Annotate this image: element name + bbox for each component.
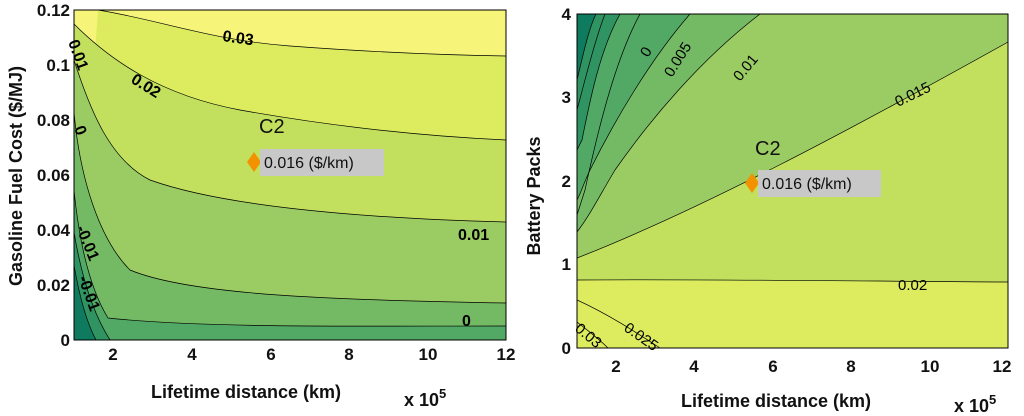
right-contour-line [577, 14, 597, 81]
right-contour-line [577, 14, 691, 201]
left-x-multiplier-base: x 10 [404, 390, 439, 410]
right-region-0 [577, 14, 620, 150]
left-y-tick: 0.02 [37, 276, 70, 295]
left-contour-label: 0 [462, 313, 471, 330]
right-contour-line [577, 299, 661, 348]
left-y-tick: 0.12 [37, 1, 70, 20]
left-y-ticks: 0 0.02 0.04 0.06 0.08 0.1 0.12 [37, 1, 71, 350]
right-contour-label: 0.02 [898, 277, 927, 294]
left-contour-plot: 0.03 0.02 0.01 0 -0.01 0.01 0 -0.01 C2 0… [6, 1, 515, 410]
left-contour-line [74, 231, 111, 340]
right-x-multiplier: x 105 [954, 392, 996, 416]
right-x-tick: 6 [768, 357, 777, 376]
right-contour-line [577, 14, 621, 151]
right-plot-frame [576, 13, 1009, 349]
left-contour-line [97, 10, 506, 57]
right-contour-plot: 0 0.005 0.01 0.015 0.02 0.025 0.03 C2 0.… [524, 5, 1011, 416]
left-y-tick: 0.06 [37, 166, 70, 185]
right-region-0.025 [577, 280, 1008, 348]
left-y-tick: 0.1 [46, 56, 70, 75]
left-x-multiplier: x 105 [404, 386, 446, 410]
right-y-ticks: 0 1 2 3 4 [562, 5, 572, 358]
left-contour-label: 0.03 [221, 28, 254, 49]
left-contour-line [74, 59, 506, 223]
right-contour-line [577, 321, 609, 348]
left-plot-frame [73, 9, 507, 341]
right-point-label: 0.016 ($/km) [762, 176, 852, 193]
left-x-tick: 2 [108, 345, 117, 364]
right-x-ticks: 2 4 6 8 10 12 [611, 357, 1011, 376]
left-region-0 [74, 190, 506, 340]
right-contour-line [577, 14, 606, 111]
right-y-tick: 1 [562, 255, 571, 274]
left-point-marker[interactable] [247, 152, 261, 172]
right-point-marker[interactable] [745, 173, 759, 193]
left-contour-line [74, 111, 506, 304]
right-x-tick: 2 [611, 357, 620, 376]
right-contour-line [577, 14, 761, 233]
left-x-axis-label: Lifetime distance (km) [151, 382, 341, 402]
left-x-tick: 8 [344, 345, 353, 364]
right-x-tick: 12 [993, 357, 1012, 376]
left-point-label: 0.016 ($/km) [264, 155, 354, 172]
left-contour-line [74, 264, 97, 340]
left-x-tick: 4 [187, 345, 197, 364]
right-x-tick: 4 [689, 357, 699, 376]
left-x-multiplier-exp: 5 [439, 386, 446, 401]
left-contour-line [74, 23, 506, 141]
right-contour-line [577, 14, 641, 216]
right-contour-lines [577, 14, 1008, 348]
right-point-label-bg [758, 170, 881, 197]
left-x-ticks: 2 4 6 8 10 12 [108, 345, 515, 364]
left-x-tick: 10 [419, 345, 438, 364]
left-x-tick: 6 [266, 345, 275, 364]
left-contour-label: 0.01 [458, 227, 489, 244]
left-y-tick: 0.04 [37, 221, 71, 240]
right-x-multiplier-exp: 5 [989, 392, 996, 407]
left-contour-line [74, 189, 506, 327]
right-contour-line [577, 41, 1008, 259]
left-region-neg0.01 [74, 265, 96, 340]
right-contour-line [577, 279, 1008, 283]
right-y-tick: 2 [562, 172, 571, 191]
left-point-name: C2 [259, 116, 285, 138]
left-x-tick: 12 [497, 345, 516, 364]
left-y-axis-label: Gasoline Fuel Cost ($/MJ) [6, 66, 26, 286]
right-y-axis-label: Battery Packs [524, 136, 544, 255]
left-y-tick: 0.08 [37, 111, 70, 130]
right-x-tick: 8 [846, 357, 855, 376]
right-x-tick: 10 [921, 357, 940, 376]
right-y-tick: 4 [562, 5, 572, 24]
right-y-tick: 3 [562, 88, 571, 107]
left-y-tick: 0 [61, 331, 70, 350]
left-point-label-bg [260, 149, 384, 176]
right-point-name: C2 [755, 138, 781, 160]
left-region-0.01 [74, 60, 506, 340]
right-region-0.005 [577, 14, 690, 200]
right-y-tick: 0 [562, 339, 571, 358]
left-contour-lines [74, 10, 506, 340]
right-region-neg [577, 14, 596, 80]
right-x-axis-label: Lifetime distance (km) [681, 391, 871, 411]
right-x-multiplier-base: x 10 [954, 396, 989, 416]
left-region-0.005 [74, 112, 506, 340]
